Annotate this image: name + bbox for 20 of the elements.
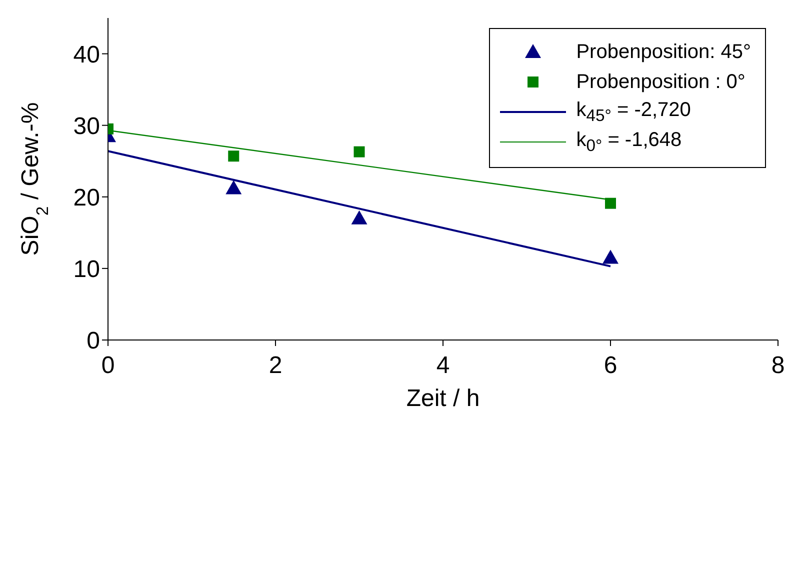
y-tick-label: 30: [73, 112, 100, 140]
point: [228, 150, 240, 162]
y-tick-label: 40: [73, 41, 100, 68]
legend-label: Probenposition : 0°: [576, 70, 746, 94]
point: [605, 198, 616, 209]
x-tick-label: 6: [604, 352, 618, 380]
legend-label: k$_{0°}$ = -1,648: [576, 128, 682, 156]
x-tick-label: 8: [771, 352, 785, 380]
point: [226, 180, 242, 194]
x-tick-label: 2: [268, 352, 282, 380]
y-tick-label: 20: [73, 184, 100, 212]
point: [602, 250, 618, 264]
x-tick-label: 4: [436, 352, 450, 380]
point: [354, 146, 365, 158]
y-tick-label: 0: [86, 328, 100, 355]
point: [351, 210, 368, 224]
x-axis-title: Zeit / h: [406, 385, 480, 412]
legend-label: k$_{45°}$ = -2,720: [576, 98, 691, 126]
y-tick-label: 10: [73, 256, 100, 283]
legend-label: Probenposition: 45°: [576, 40, 751, 64]
